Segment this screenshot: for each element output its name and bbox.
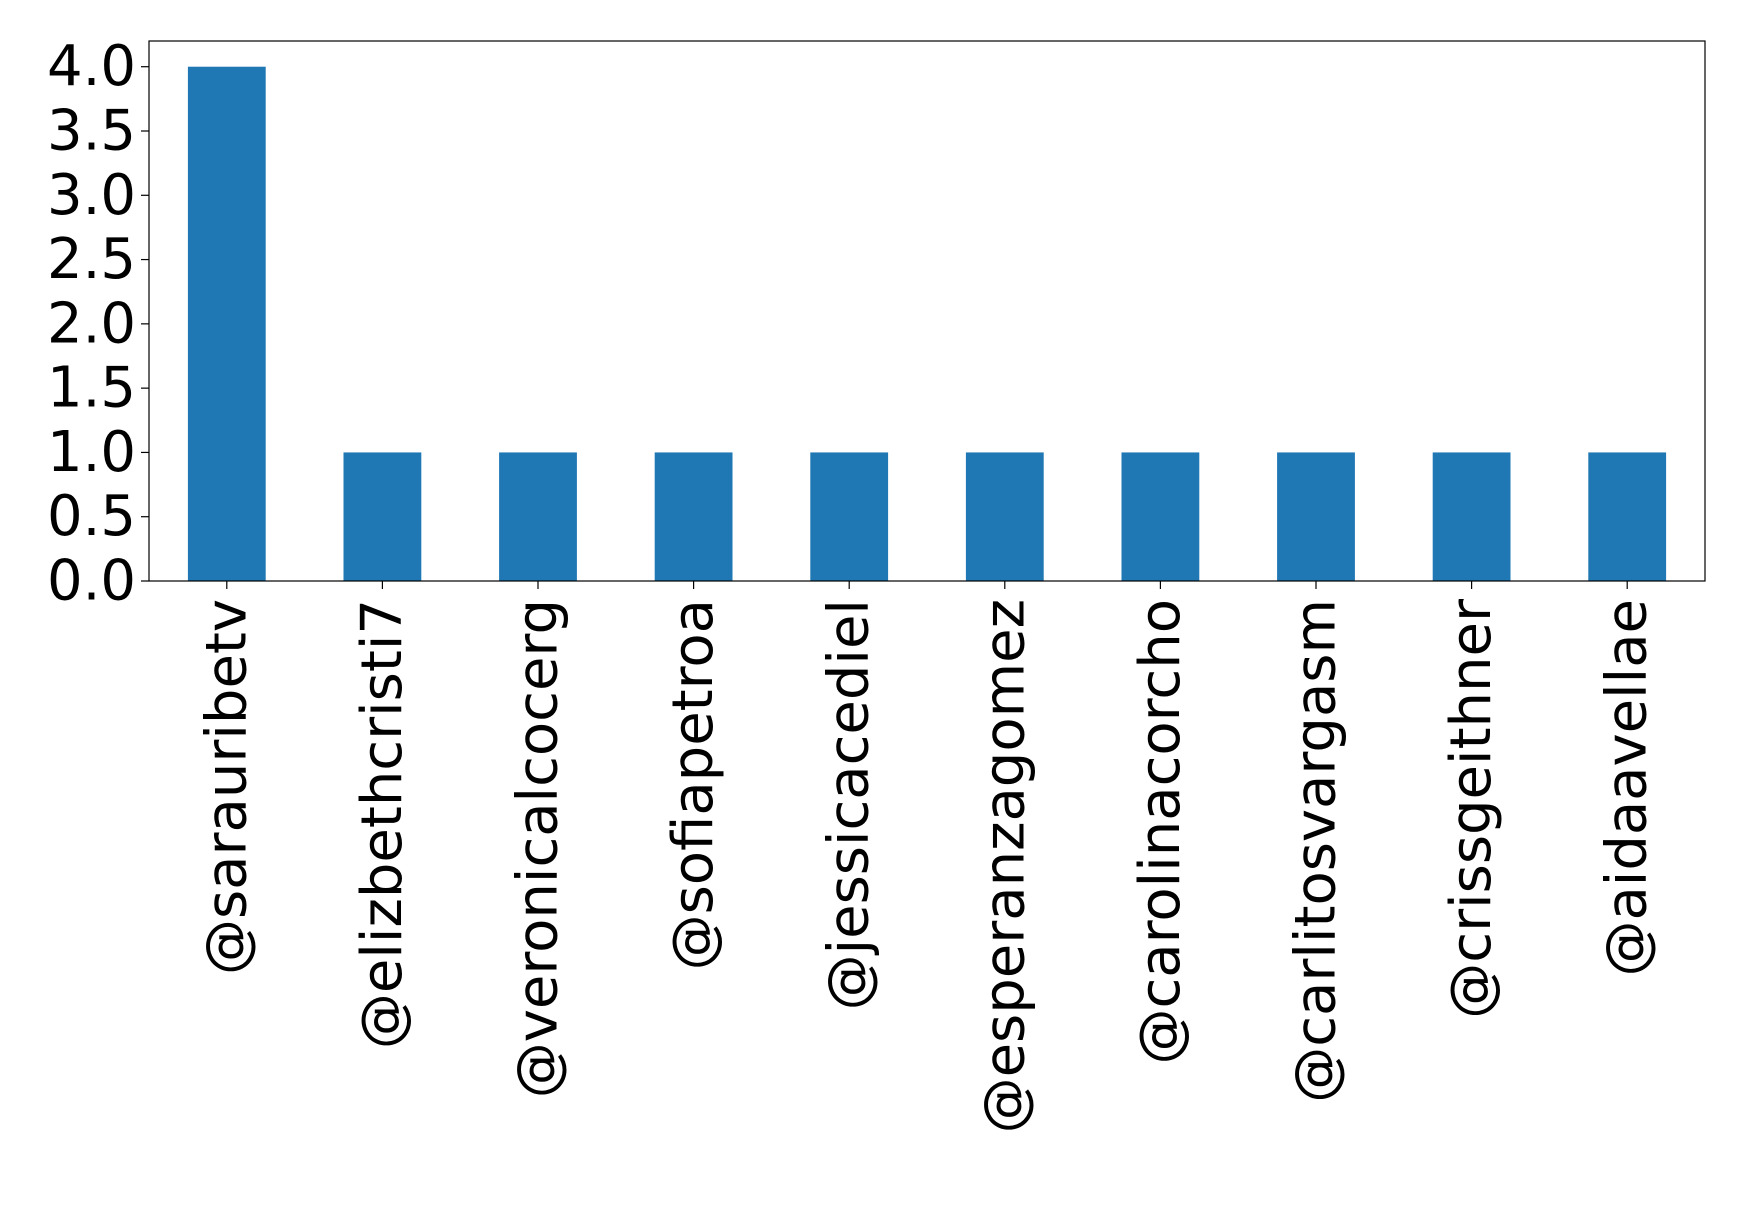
bar-jessicacediel <box>810 452 889 581</box>
bar-carolinacorcho <box>1121 452 1200 581</box>
y-tick-label: 0.5 <box>47 484 136 549</box>
x-axis: @sarauribetv @elizbethcristi7 @veronicalco… <box>194 581 1660 1133</box>
x-tick-label: @carlitosvargasm <box>1284 599 1349 1103</box>
bar-sarauribetv <box>187 66 266 581</box>
bar-elizbethcristi7 <box>343 452 422 581</box>
bar-sofiapetroa <box>654 452 733 581</box>
y-tick-label: 3.0 <box>47 163 136 228</box>
x-tick-label: @sarauribetv <box>194 599 259 975</box>
y-tick-label: 2.0 <box>47 291 136 356</box>
x-tick-label: @crissgeithner <box>1439 598 1504 1019</box>
bar-crissgeithner <box>1432 452 1511 581</box>
y-tick-label: 4.0 <box>47 34 136 99</box>
x-tick-label: @veronicalcocerg <box>506 599 571 1098</box>
bar-aidaavellae <box>1588 452 1667 581</box>
x-tick-label: @aidaavellae <box>1595 599 1660 977</box>
y-tick-label: 3.5 <box>47 99 136 164</box>
x-tick-label: @elizbethcristi7 <box>350 599 415 1049</box>
x-tick-label: @sofiapetroa <box>661 599 726 970</box>
plot-frame <box>148 40 1706 582</box>
y-tick-label: 1.5 <box>47 356 136 421</box>
y-tick-label: 1.0 <box>47 420 136 485</box>
y-tick-label: 0.0 <box>47 549 136 614</box>
bar-esperanzagomez <box>965 452 1044 581</box>
bars-group <box>187 66 1667 581</box>
bar-veronicalcocerg <box>499 452 577 581</box>
x-tick-label: @jessicacediel <box>817 599 882 1010</box>
x-tick-label: @esperanzagomez <box>972 599 1037 1133</box>
y-tick-label: 2.5 <box>47 227 136 292</box>
bar-carlitosvargasm <box>1277 452 1355 581</box>
x-tick-label: @carolinacorcho <box>1128 599 1193 1064</box>
y-axis: 0.00.51.01.52.02.53.03.54.0 <box>47 34 149 614</box>
